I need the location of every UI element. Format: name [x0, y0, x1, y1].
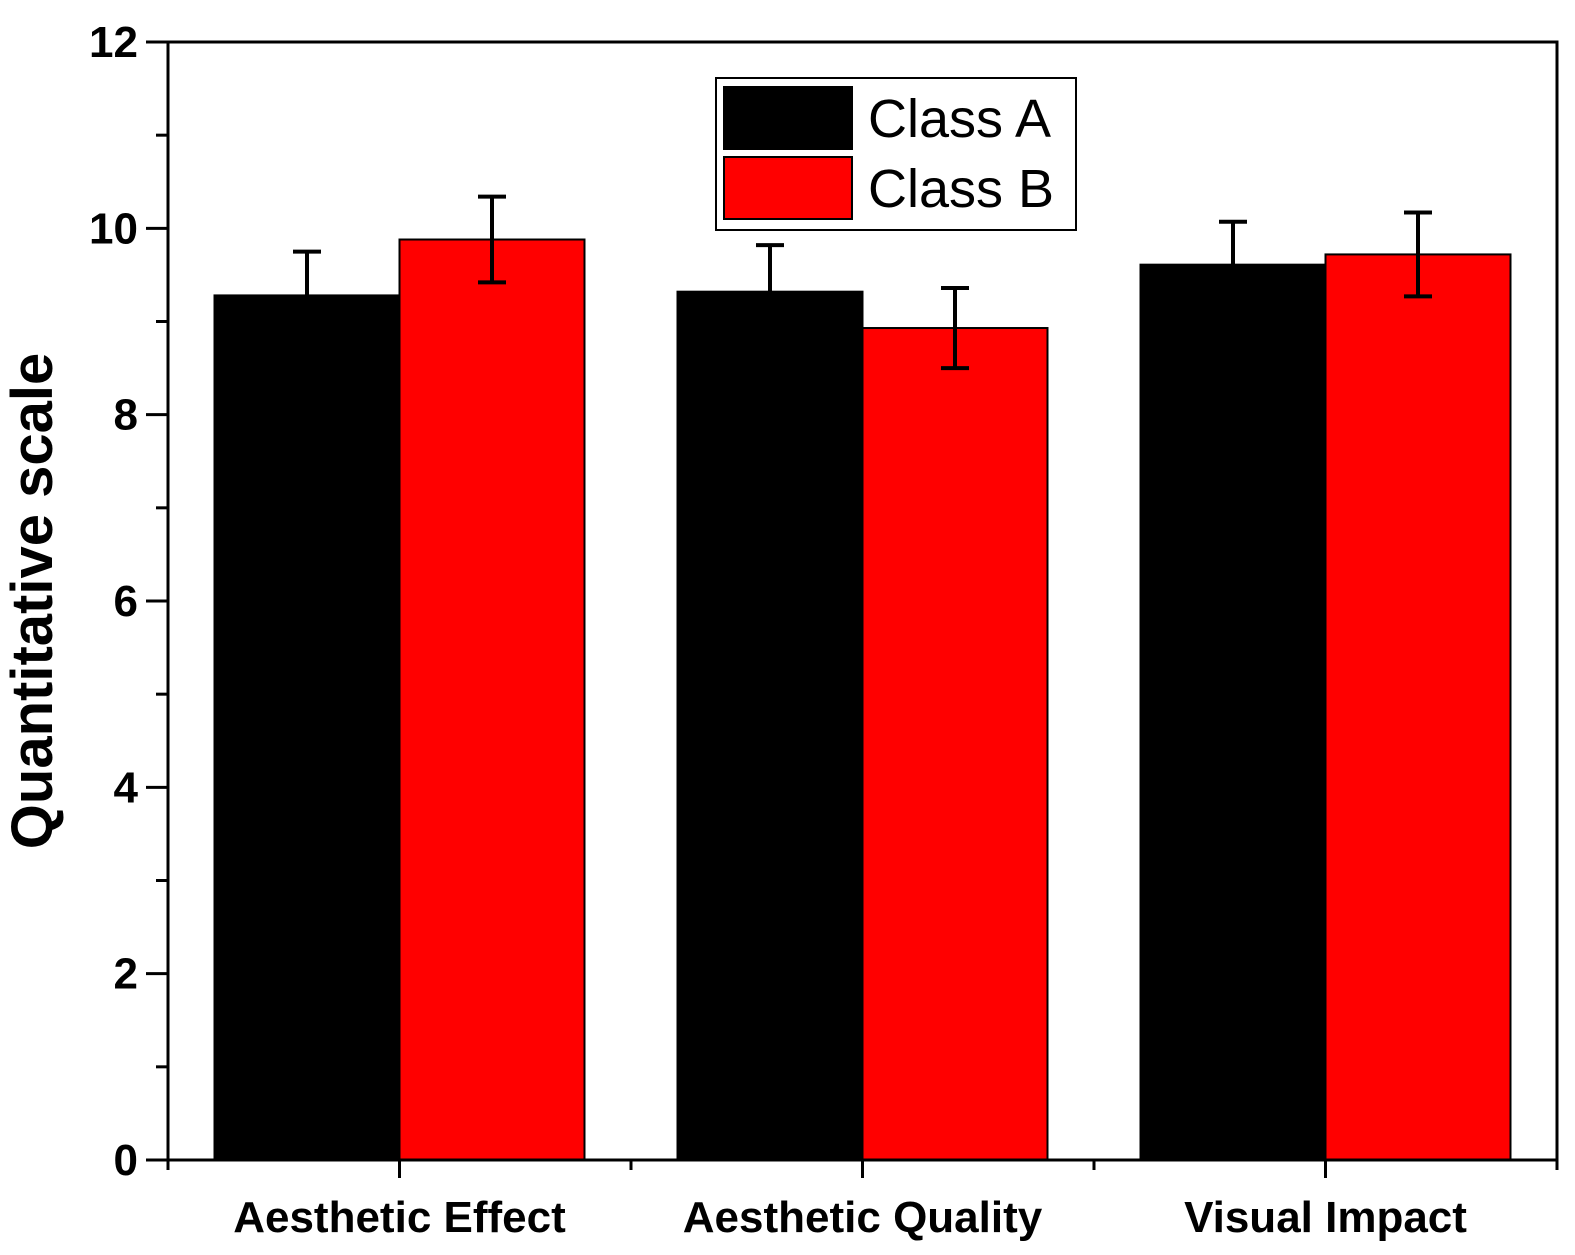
legend-swatch-class-b [723, 156, 853, 220]
y-tick-label: 6 [114, 577, 138, 626]
y-tick-label: 2 [114, 950, 138, 999]
y-tick-label: 4 [114, 763, 139, 812]
x-category-label: Visual Impact [1184, 1193, 1467, 1242]
y-tick-label: 12 [89, 18, 138, 67]
bar-class-b [398, 238, 586, 1162]
legend: Class A Class B [715, 77, 1077, 231]
bars-layer [213, 238, 1512, 1162]
legend-label-class-a: Class A [868, 89, 1051, 149]
legend-label-class-b: Class B [868, 159, 1054, 219]
axes-layer: 0 2 4 6 8 10 12 Aesthetic Effect Aesthetic Quali… [89, 18, 1559, 1242]
y-tick-label: 8 [114, 391, 138, 440]
y-axis-title: Quantitative scale [0, 353, 65, 849]
legend-swatch-class-a [723, 86, 853, 150]
bar-class-b [1324, 253, 1512, 1162]
error-bars-layer [293, 194, 1432, 371]
x-category-label: Aesthetic Quality [683, 1193, 1043, 1242]
bar-class-a [213, 294, 401, 1161]
y-tick-label: 0 [114, 1136, 138, 1185]
x-category-label: Aesthetic Effect [233, 1193, 566, 1242]
bar-class-a [676, 290, 864, 1162]
y-tick-label: 10 [89, 204, 138, 253]
bar-class-a [1139, 263, 1327, 1161]
bar-class-b [861, 327, 1049, 1161]
